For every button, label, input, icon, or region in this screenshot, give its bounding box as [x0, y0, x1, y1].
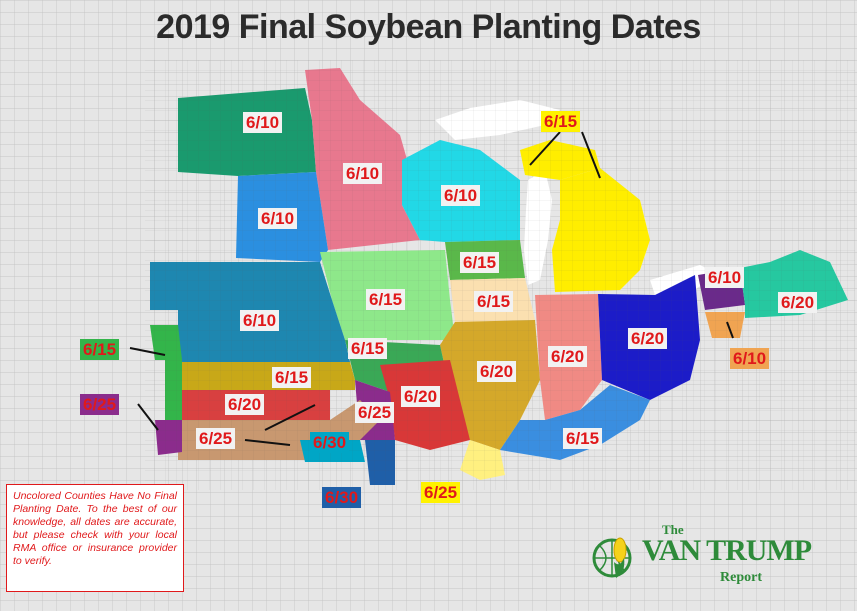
- label-mo-se: 6/25: [355, 402, 395, 423]
- label-mo-n: 6/15: [348, 338, 388, 359]
- label-sd: 6/10: [258, 208, 298, 229]
- label-pa-w: 6/10: [705, 267, 745, 288]
- label-mn: 6/10: [343, 163, 383, 184]
- label-ne: 6/10: [240, 310, 280, 331]
- label-ks-s: 6/25: [196, 428, 236, 449]
- label-mo: 6/20: [401, 386, 441, 407]
- label-wi-s: 6/15: [460, 252, 500, 273]
- label-wi: 6/10: [441, 185, 481, 206]
- map-title: 2019 Final Soybean Planting Dates: [156, 8, 701, 46]
- label-in: 6/20: [548, 346, 588, 367]
- corn-globe-icon: [592, 537, 632, 578]
- label-ia: 6/15: [366, 289, 406, 310]
- label-oh: 6/20: [628, 328, 668, 349]
- van-trump-logo: The VAN TRUMP Report: [590, 522, 830, 592]
- label-pa-e: 6/20: [778, 292, 818, 313]
- label-il: 6/20: [477, 361, 517, 382]
- label-il-n: 6/15: [474, 291, 514, 312]
- label-ok: 6/30: [310, 432, 350, 453]
- logo-report: Report: [720, 570, 762, 585]
- label-il-s: 6/25: [421, 482, 461, 503]
- label-co-n: 6/15: [80, 339, 120, 360]
- disclaimer-box: Uncolored Counties Have No Final Plantin…: [6, 484, 184, 592]
- label-mi: 6/15: [541, 111, 581, 132]
- label-ks-n: 6/15: [272, 367, 312, 388]
- label-ar: 6/30: [322, 487, 362, 508]
- logo-the: The: [662, 522, 684, 537]
- label-md: 6/10: [730, 348, 770, 369]
- label-co-s: 6/25: [80, 394, 120, 415]
- label-ks-m: 6/20: [225, 394, 265, 415]
- label-ky: 6/15: [563, 428, 603, 449]
- logo-name: VAN TRUMP: [642, 534, 812, 567]
- label-nd: 6/10: [243, 112, 283, 133]
